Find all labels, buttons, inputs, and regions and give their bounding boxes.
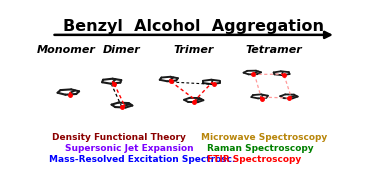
Text: Density Functional Theory: Density Functional Theory	[52, 133, 186, 142]
Text: Dimer: Dimer	[103, 45, 141, 55]
Text: Mass-Resolved Excitation Spectrosc.: Mass-Resolved Excitation Spectrosc.	[49, 155, 235, 164]
Text: Trimer: Trimer	[174, 45, 214, 55]
Text: Microwave Spectroscopy: Microwave Spectroscopy	[201, 133, 327, 142]
Text: Supersonic Jet Expansion: Supersonic Jet Expansion	[65, 144, 194, 153]
Text: FTIR Spectroscopy: FTIR Spectroscopy	[207, 155, 301, 164]
Text: Tetramer: Tetramer	[246, 45, 303, 55]
Text: Benzyl  Alcohol  Aggregation: Benzyl Alcohol Aggregation	[63, 19, 324, 34]
Text: Raman Spectroscopy: Raman Spectroscopy	[207, 144, 313, 153]
Text: Monomer: Monomer	[37, 45, 96, 55]
